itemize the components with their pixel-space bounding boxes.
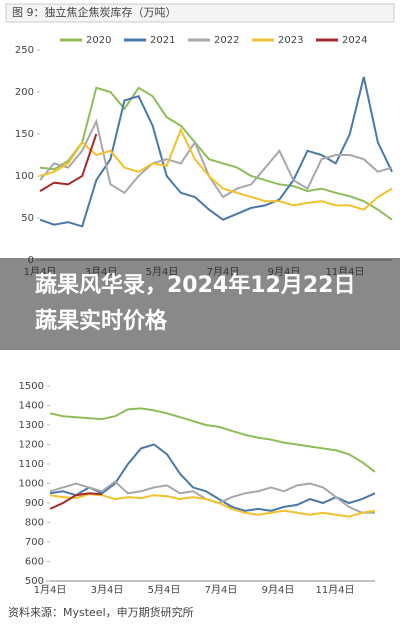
legend-label: 2023 (278, 35, 303, 46)
y-tick-label: 1500 (19, 381, 44, 392)
series-line (39, 127, 393, 211)
series-line (49, 407, 376, 473)
y-tick-label: 700 (25, 537, 44, 548)
source: 资料来源：Mysteel，申万期货研究所 (8, 605, 194, 619)
y-tick-label: 1000 (19, 479, 44, 490)
legend-label: 2020 (86, 35, 111, 46)
y-tick-label: 250 (15, 45, 34, 56)
x-tick-label: 11月4日 (315, 584, 354, 596)
x-tick-label: 1月4日 (34, 584, 67, 596)
x-tick-label: 7月4日 (205, 584, 238, 596)
x-tick-label: 9月4日 (262, 584, 295, 596)
y-tick-label: 500 (25, 576, 44, 587)
overlay: 蔬果风华录，2024年12月22日蔬果实时价格 (0, 258, 400, 350)
y-tick-label: 900 (25, 498, 44, 509)
legend-label: 2024 (342, 35, 367, 46)
legend-label: 2022 (214, 35, 239, 46)
chart-title: 图 9：独立焦企焦炭库存（万吨） (12, 5, 177, 19)
y-tick-label: 1400 (19, 401, 44, 412)
series-line (39, 76, 393, 228)
y-tick-label: 800 (25, 518, 44, 529)
y-tick-label: 50 (21, 213, 34, 224)
series-line (39, 86, 393, 221)
series-line (49, 493, 376, 518)
series-line (49, 443, 376, 512)
y-tick-label: 100 (15, 171, 34, 182)
series-line (49, 480, 375, 514)
y-tick-label: 150 (15, 129, 34, 140)
legend-label: 2021 (150, 35, 175, 46)
y-tick-label: 1100 (19, 459, 44, 470)
series-line (39, 118, 393, 199)
series-line (39, 133, 98, 192)
y-tick-label: 1300 (19, 420, 44, 431)
y-tick-label: 600 (25, 557, 44, 568)
x-tick-label: 5月4日 (148, 584, 181, 596)
y-tick-label: 1200 (19, 440, 44, 451)
series-line (49, 492, 103, 510)
y-tick-label: 200 (15, 87, 34, 98)
overlay-title: 蔬果风华录，2024年12月22日蔬果实时价格 (35, 273, 356, 334)
x-tick-label: 3月4日 (91, 584, 124, 596)
title-box (5, 3, 395, 23)
